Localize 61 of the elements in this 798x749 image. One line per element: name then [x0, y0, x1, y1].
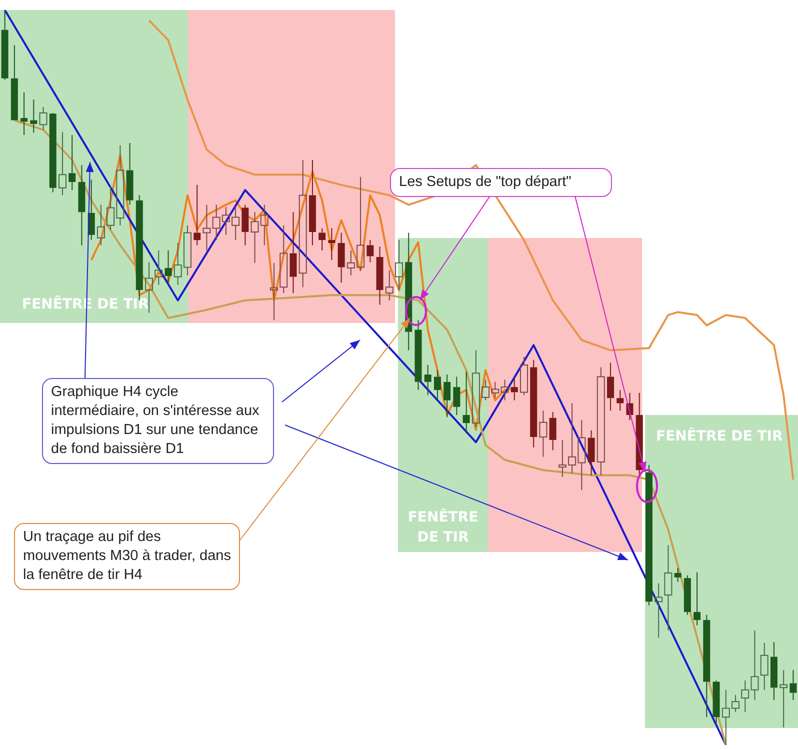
candlestick: [395, 240, 403, 291]
candlestick: [588, 430, 595, 476]
candlestick: [424, 364, 432, 396]
candlestick: [790, 670, 797, 701]
candlestick: [453, 376, 460, 416]
candlestick: [770, 642, 778, 701]
candlestick: [202, 204, 211, 251]
candlestick: [10, 44, 18, 120]
candlestick: [530, 359, 538, 448]
annotation: FENÊTRE DE TIR: [408, 508, 478, 546]
candlestick: [510, 376, 518, 401]
candlestick: [154, 250, 163, 286]
candlestick: [68, 134, 76, 191]
annotation: FENÊTRE DE TIR: [656, 428, 783, 445]
candlestick: [607, 362, 614, 412]
candlestick: [694, 572, 701, 626]
candlestick: [376, 246, 384, 306]
candlestick: [39, 106, 48, 130]
candlestick: [760, 642, 768, 690]
candlestick: [338, 232, 345, 284]
candlestick: [549, 412, 556, 451]
candlestick: [298, 159, 307, 288]
candlestick: [20, 92, 28, 136]
candlestick: [58, 132, 66, 196]
candlestick: [596, 366, 605, 476]
candlestick: [318, 228, 326, 251]
candlestick: [780, 670, 788, 728]
candlestick: [539, 410, 548, 458]
candlestick: [30, 99, 38, 134]
candlestick: [96, 204, 105, 246]
callout: Graphique H4 cycle intermédiaire, on s'intéresse aux impulsions D1 sur une tendance de fond baissière D1: [42, 378, 274, 464]
candlestick: [385, 270, 394, 301]
candlestick: [242, 204, 249, 246]
candlestick: [434, 370, 441, 401]
candlestick: [78, 164, 86, 246]
candlestick: [684, 574, 691, 616]
candlestick: [414, 320, 422, 390]
candlestick: [270, 262, 278, 321]
candlestick: [462, 371, 470, 434]
candlestick: [290, 212, 297, 294]
candlestick: [654, 582, 663, 638]
candlestick: [664, 544, 672, 631]
candlestick: [328, 228, 336, 260]
candlestick: [645, 464, 652, 606]
candlestick: [712, 680, 720, 724]
candlestick: [703, 614, 710, 718]
candlestick: [520, 356, 528, 396]
candlestick: [280, 224, 288, 294]
candlestick: [1, 10, 8, 80]
candlestick: [126, 142, 134, 206]
callout: Un traçage au pif des mouvements M30 à trader, dans la fenêtre de tir H4: [14, 523, 240, 590]
candlestick: [164, 250, 172, 286]
candlestick: [308, 159, 316, 246]
candlestick: [194, 184, 201, 246]
candlestick: [616, 389, 624, 412]
candlestick: [444, 374, 451, 418]
candlestick: [500, 379, 509, 401]
candlestick: [366, 240, 374, 263]
callout: Les Setups de "top départ": [390, 168, 612, 197]
candlestick: [472, 350, 480, 428]
candlestick: [674, 567, 682, 582]
